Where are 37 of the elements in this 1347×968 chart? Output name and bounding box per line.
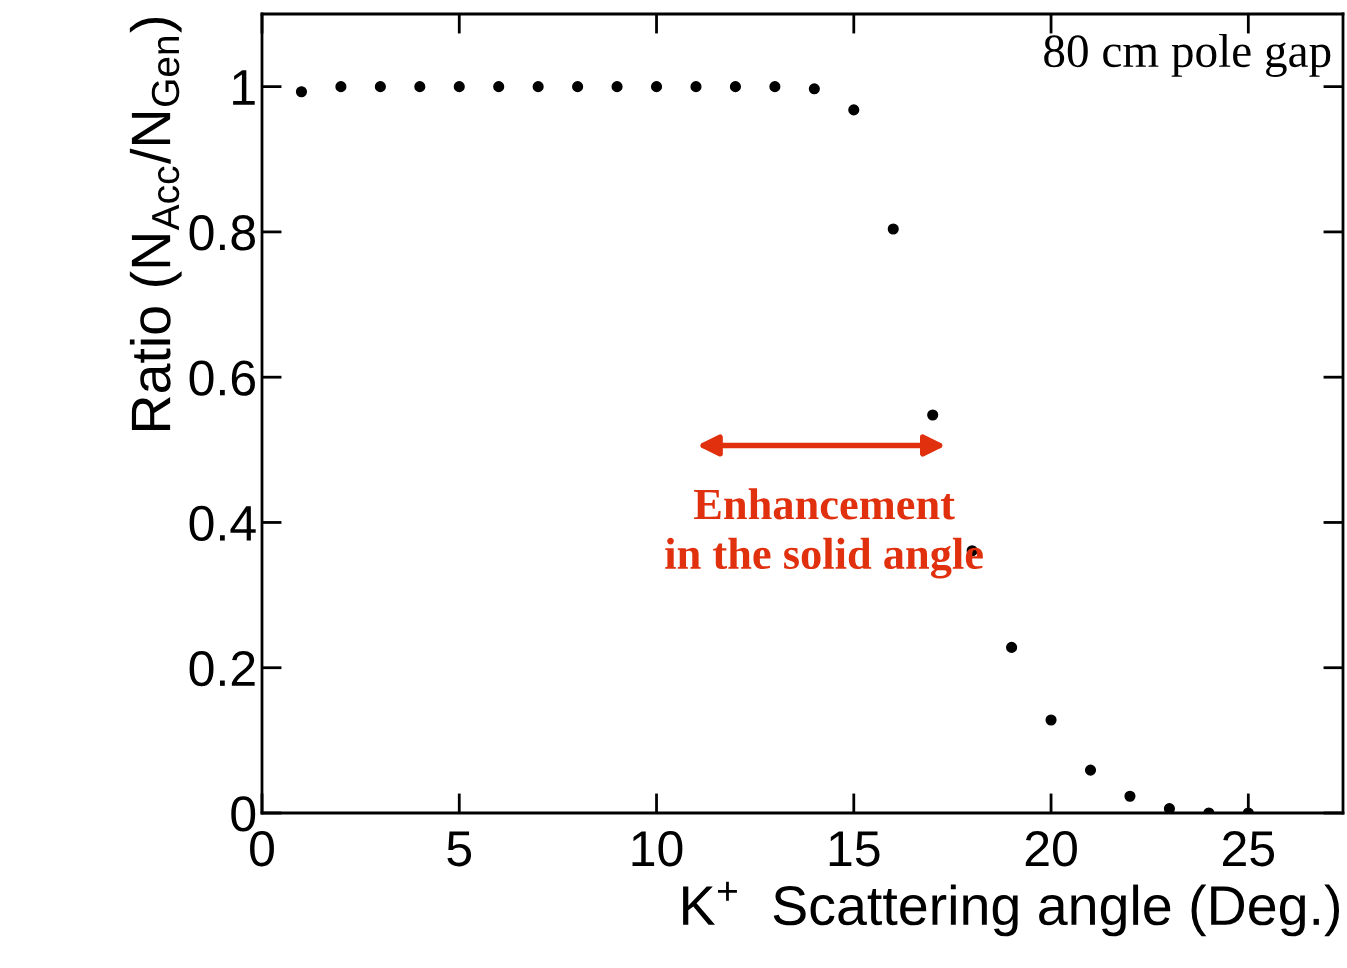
point [374, 81, 386, 93]
point [1163, 803, 1175, 813]
point [769, 81, 781, 93]
point [887, 223, 899, 235]
x-tick-label: 25 [1223, 830, 1275, 867]
y-tick-label: 0 [231, 796, 256, 832]
y-tick-label: 0.2 [189, 650, 255, 687]
point [453, 81, 465, 93]
x-axis-title: K$^{+}$ Scattering angle (Deg.) [683, 881, 1340, 937]
point [1045, 714, 1057, 726]
y-tick-label: 1 [233, 70, 255, 105]
y-tick-label: 0.4 [189, 505, 256, 542]
x-tick-label: 10 [632, 830, 683, 867]
x-tick-label: 15 [829, 831, 880, 867]
y-tick-label: 0.8 [189, 215, 255, 251]
annotation: Enhancement in the solid angle [665, 488, 983, 579]
y-tick-label: 0.6 [189, 360, 255, 396]
point [532, 81, 544, 93]
point [414, 81, 426, 93]
y-axis-title: Ratio (N$_{Acc}$/N$_{Gen}$) [129, 17, 182, 430]
point [927, 409, 939, 421]
point [650, 81, 663, 93]
point [848, 104, 860, 116]
point [729, 81, 741, 93]
point [1084, 764, 1097, 776]
point [1124, 790, 1136, 802]
point [1006, 641, 1018, 653]
point [335, 81, 347, 93]
x-tick-label: 5 [447, 831, 472, 867]
point [611, 81, 623, 93]
point [808, 83, 820, 95]
x-tick-label: 20 [1025, 830, 1077, 867]
point [295, 86, 308, 98]
annotation: 80 cm pole gap [1044, 33, 1331, 77]
point [572, 81, 584, 93]
point [690, 81, 702, 93]
point [493, 81, 505, 93]
